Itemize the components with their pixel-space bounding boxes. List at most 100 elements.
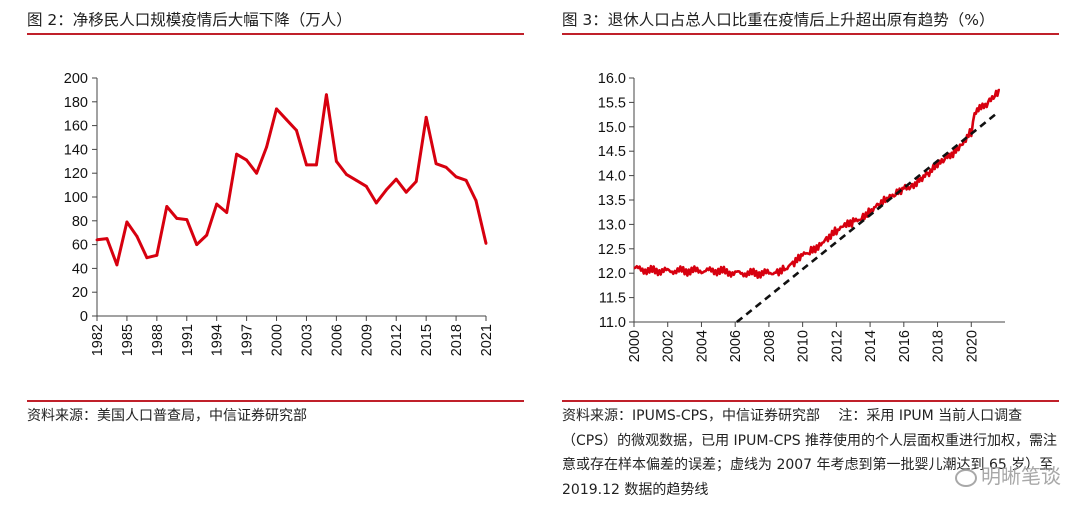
left-x-tick-label: 2018 xyxy=(449,324,465,356)
left-data-point xyxy=(394,177,398,181)
right-series-line xyxy=(633,88,1001,280)
left-data-point xyxy=(305,163,308,167)
right-title-rule xyxy=(562,33,1059,35)
left-data-point xyxy=(145,256,149,260)
right-x-tick-label: 2002 xyxy=(661,330,677,362)
left-data-point xyxy=(245,158,249,162)
left-data-point xyxy=(205,233,209,237)
left-data-point xyxy=(344,172,348,176)
left-x-tick-label: 2012 xyxy=(389,324,405,356)
left-data-point xyxy=(464,178,468,182)
left-source-note: 资料来源：美国人口普查局，中信证券研究部 xyxy=(27,408,307,424)
left-x-tick-label: 1991 xyxy=(180,324,196,356)
left-y-tick-label: 60 xyxy=(72,238,88,254)
left-x-tick-label: 1988 xyxy=(150,324,166,356)
left-figure-panel: 图 2：净移民人口规模疫情后大幅下降（万人） 0 20 40 60 80 100 120 14… xyxy=(27,0,524,506)
left-data-point xyxy=(454,175,458,179)
left-y-tick-label: 160 xyxy=(64,119,88,135)
left-y-tick-label: 100 xyxy=(64,190,88,206)
left-x-tick-label: 1985 xyxy=(120,324,136,356)
left-data-point xyxy=(384,188,388,192)
left-data-point xyxy=(115,263,119,267)
right-y-tick-label: 11.0 xyxy=(599,315,626,331)
right-y-tick-label: 12.0 xyxy=(598,266,626,282)
left-data-point xyxy=(295,128,298,132)
left-data-point xyxy=(275,107,278,111)
right-x-tick-label: 2006 xyxy=(728,330,744,362)
left-data-point xyxy=(195,243,199,247)
left-x-tick-label: 2006 xyxy=(329,324,345,356)
left-x-tick-label: 2000 xyxy=(270,324,286,356)
left-data-point xyxy=(474,199,478,202)
left-line-chart: 0 20 40 60 80 100 120 140 160 180 200 1982 1985 1988 1… xyxy=(64,71,495,356)
left-source-rule xyxy=(27,400,524,402)
left-data-point xyxy=(315,163,318,167)
left-data-point xyxy=(444,165,448,169)
left-x-tick-label: 1994 xyxy=(210,324,226,356)
left-y-tick-label: 80 xyxy=(72,214,88,230)
right-x-tick-label: 2014 xyxy=(863,330,879,362)
right-y-tick-label: 12.5 xyxy=(598,242,626,258)
left-x-tick-label: 2003 xyxy=(299,324,315,356)
left-x-tick-label: 2021 xyxy=(479,324,495,356)
left-x-tick-label: 2009 xyxy=(359,324,375,356)
left-title-rule xyxy=(27,33,524,35)
left-figure-title: 图 2：净移民人口规模疫情后大幅下降（万人） xyxy=(27,11,352,29)
left-data-point xyxy=(235,152,239,156)
left-data-point xyxy=(334,159,338,163)
right-line-chart: 11.0 11.5 12.0 12.5 13.0 13.5 14.0 14.5 15.0 15.5… xyxy=(598,71,1005,362)
left-data-point xyxy=(125,220,129,224)
right-x-tick-label: 2012 xyxy=(829,330,845,362)
left-data-point xyxy=(255,171,258,175)
right-y-tick-label: 16.0 xyxy=(598,71,626,87)
left-y-tick-label: 40 xyxy=(72,261,88,277)
left-x-tick-label: 1997 xyxy=(240,324,256,356)
left-series-line xyxy=(96,93,488,267)
left-data-point xyxy=(354,178,358,182)
left-y-tick-label: 120 xyxy=(64,166,88,182)
right-y-tick-label: 14.5 xyxy=(598,144,626,160)
right-x-tick-label: 2010 xyxy=(796,330,812,362)
left-data-point xyxy=(404,190,408,194)
left-data-point xyxy=(95,238,99,242)
left-y-tick-label: 180 xyxy=(64,95,88,111)
left-data-point xyxy=(165,205,169,208)
left-data-point xyxy=(414,180,418,183)
left-x-tick-label: 1982 xyxy=(90,324,106,356)
left-data-point xyxy=(135,234,139,238)
left-y-tick-label: 0 xyxy=(80,309,88,325)
watermark: 明晰笔谈 xyxy=(955,460,1061,489)
right-y-tick-label: 11.5 xyxy=(599,291,626,307)
left-data-point xyxy=(434,162,438,166)
watermark-text: 明晰笔谈 xyxy=(981,464,1061,488)
left-data-point xyxy=(285,118,288,122)
left-data-point xyxy=(364,184,368,188)
right-source-rule xyxy=(562,400,1059,402)
right-y-tick-label: 15.5 xyxy=(598,95,626,111)
left-data-point xyxy=(265,145,268,149)
left-y-tick-label: 140 xyxy=(64,142,88,158)
right-x-tick-label: 2008 xyxy=(762,330,778,362)
right-y-tick-label: 13.0 xyxy=(598,217,626,233)
left-x-tick-label: 2015 xyxy=(419,324,435,356)
left-data-point xyxy=(155,253,159,257)
left-data-point xyxy=(225,211,229,214)
right-trend-line xyxy=(736,111,1000,324)
right-x-tick-label: 2016 xyxy=(897,330,913,362)
right-source-note: 资料来源：IPUMS-CPS，中信证券研究部 注：采用 IPUM 当前人口调查（… xyxy=(562,408,1058,498)
left-data-point xyxy=(484,242,488,245)
left-data-point xyxy=(424,115,428,119)
left-data-point xyxy=(215,202,219,206)
right-y-tick-label: 15.0 xyxy=(598,120,626,136)
right-x-tick-label: 2000 xyxy=(627,330,643,362)
left-data-point xyxy=(175,217,179,220)
left-data-point xyxy=(105,237,109,241)
left-data-point xyxy=(185,218,189,222)
right-y-tick-label: 14.0 xyxy=(598,169,626,185)
right-y-tick-label: 13.5 xyxy=(598,193,626,209)
wechat-icon xyxy=(955,468,977,487)
left-y-tick-label: 200 xyxy=(64,71,88,87)
right-x-tick-label: 2004 xyxy=(694,330,710,362)
left-y-tick-label: 20 xyxy=(72,285,88,301)
right-figure-panel: 图 3：退休人口占总人口比重在疫情后上升超出原有趋势（%） 11.0 11.5 12… xyxy=(562,0,1059,506)
